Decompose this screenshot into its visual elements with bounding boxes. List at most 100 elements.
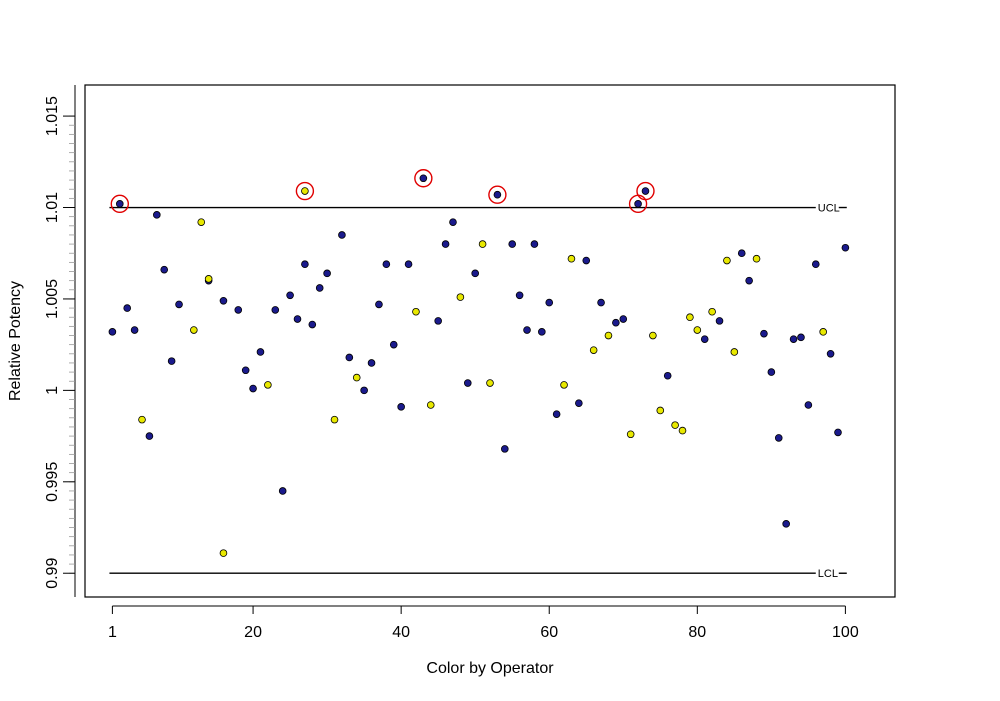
data-point [167, 357, 176, 365]
x-tick-label: 100 [832, 624, 859, 641]
data-point [641, 187, 650, 195]
data-point [678, 426, 687, 435]
data-point [308, 320, 317, 329]
highlight-circle [488, 185, 507, 204]
control-limit-label: LCL [818, 568, 838, 580]
data-point [811, 260, 820, 269]
data-point [745, 276, 753, 285]
data-point [767, 368, 776, 376]
data-point [589, 346, 598, 354]
y-tick-label: 1.005 [44, 279, 61, 319]
plot-frame [84, 84, 896, 598]
data-point [219, 549, 228, 557]
data-point [404, 260, 413, 269]
x-axis-title: Color by Operator [426, 660, 554, 677]
data-point [493, 190, 502, 199]
data-point [671, 421, 679, 429]
y-tick-label: 0.99 [44, 558, 61, 589]
highlight-circle [414, 169, 433, 188]
y-tick-label: 1 [44, 386, 61, 395]
data-point [582, 256, 591, 265]
data-point [108, 328, 117, 336]
control-limits: UCL LCL [109, 203, 847, 580]
data-point [175, 300, 183, 309]
data-point [752, 254, 761, 263]
y-tick-label: 1.015 [44, 96, 61, 136]
data-point [656, 406, 665, 415]
highlight-circles [110, 169, 655, 214]
data-point [153, 211, 161, 219]
data-point [315, 284, 324, 292]
data-point [545, 298, 554, 307]
data-point [264, 381, 272, 389]
data-point [330, 415, 339, 424]
data-point [597, 298, 605, 307]
data-point [723, 256, 731, 265]
data-point [286, 291, 294, 300]
highlight-circle [636, 181, 655, 201]
data-point [834, 428, 842, 437]
data-point [338, 231, 346, 239]
data-point [819, 328, 827, 336]
data-point [530, 240, 539, 248]
data-point [249, 384, 257, 393]
x-tick-label: 20 [244, 624, 262, 641]
data-point [278, 487, 287, 495]
data-point [774, 434, 783, 442]
data-point [486, 379, 494, 387]
x-axis: 1 20 40 60 80 100 [108, 605, 859, 641]
data-point [160, 265, 169, 274]
highlight-circle [295, 181, 315, 201]
data-point [686, 313, 694, 322]
data-point [538, 328, 546, 336]
data-point [760, 329, 768, 338]
data-point [626, 430, 635, 439]
data-point [138, 415, 146, 424]
y-tick-label: 0.995 [44, 462, 61, 502]
data-point [204, 275, 213, 283]
data-point [360, 386, 368, 395]
data-point [345, 353, 354, 362]
data-point [501, 445, 509, 453]
data-point [463, 379, 472, 387]
data-point [663, 371, 672, 380]
data-point [145, 432, 154, 440]
data-point [804, 401, 813, 409]
data-point [426, 401, 435, 409]
data-point [560, 381, 568, 389]
data-point [515, 291, 524, 300]
data-point [115, 200, 124, 208]
data-point [234, 306, 243, 314]
data-point [456, 293, 465, 301]
data-point [826, 349, 835, 358]
data-point [552, 410, 561, 418]
data-point [190, 326, 198, 334]
data-point [575, 399, 583, 407]
x-ticks: 1 20 40 60 80 100 [108, 606, 859, 641]
highlight-circle [110, 194, 129, 214]
data-point [130, 326, 139, 334]
data-point [397, 403, 405, 411]
data-point [715, 317, 724, 325]
data-point [634, 200, 642, 208]
data-point [301, 187, 309, 195]
y-axis: 0.99 0.995 1 1.005 1.01 1.015 [44, 85, 76, 597]
data-point [293, 315, 302, 323]
data-point [700, 335, 709, 343]
control-limit-label: UCL [818, 203, 840, 215]
data-point [478, 240, 487, 248]
data-point [301, 260, 309, 269]
x-tick-label: 1 [108, 624, 117, 641]
data-point [789, 335, 798, 343]
data-point [389, 340, 398, 349]
data-point [523, 326, 531, 334]
data-point [841, 243, 850, 252]
data-point [604, 331, 613, 340]
data-point [123, 304, 132, 312]
data-point [367, 359, 376, 367]
data-point [412, 307, 420, 316]
data-point [782, 520, 790, 528]
y-tick-label: 1.01 [44, 192, 61, 223]
data-point [256, 348, 265, 356]
